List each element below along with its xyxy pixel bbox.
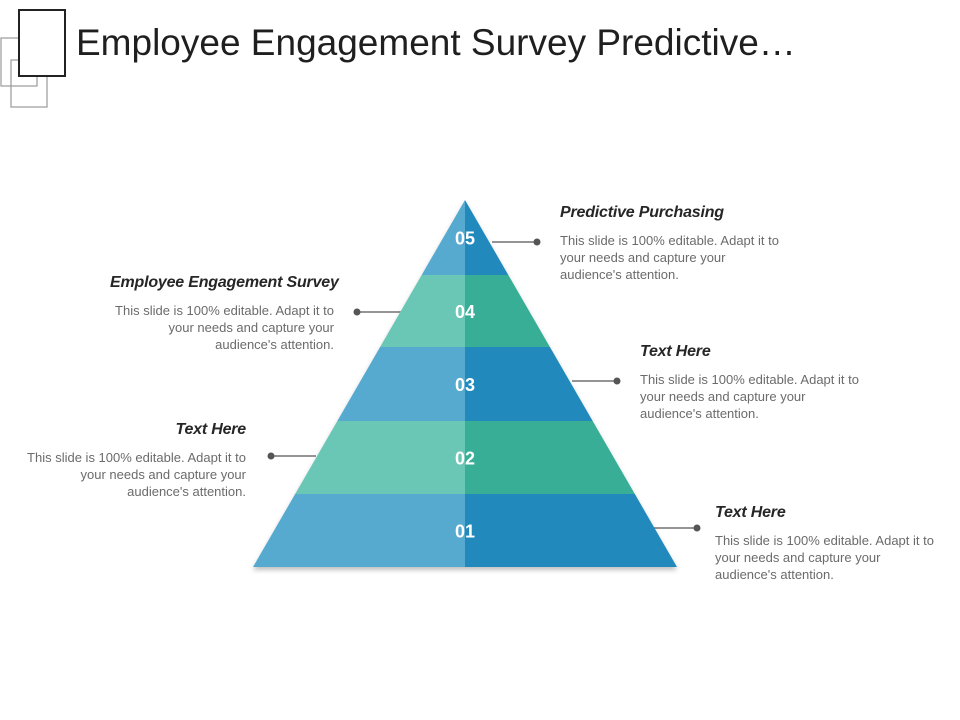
slide-corner-icon [0,9,66,108]
callout-body: This slide is 100% editable. Adapt it to… [115,303,334,352]
pyramid-level-04 [380,275,550,359]
callout-text-here-level-1: Text Here This slide is 100% editable. A… [715,504,939,583]
level-number-03: 03 [455,375,475,395]
pyramid-level-02 [295,421,635,506]
level-number-01: 01 [455,522,475,542]
callout-heading: Text Here [715,504,786,521]
callout-text-here-level-2: Text Here This slide is 100% editable. A… [22,421,246,500]
callout-heading: Predictive Purchasing [560,204,724,221]
callout-heading: Employee Engagement Survey [110,274,339,291]
callout-heading: Text Here [640,343,711,360]
callout-body: This slide is 100% editable. Adapt it to… [560,233,779,282]
connector-text-here-level-2 [267,452,316,460]
pyramid-level-05 [421,200,509,287]
pyramid-level-03 [337,347,593,433]
level-number-02: 02 [455,449,475,469]
connector-predictive-purchasing [492,238,541,246]
level-number-04: 04 [455,302,475,322]
callout-body: This slide is 100% editable. Adapt it to… [715,533,934,582]
callout-body: This slide is 100% editable. Adapt it to… [27,450,246,499]
callout-predictive-purchasing: Predictive Purchasing This slide is 100%… [560,204,784,283]
page-title: Employee Engagement Survey Predictive… [76,22,796,63]
level-number-05: 05 [455,229,475,249]
callout-body: This slide is 100% editable. Adapt it to… [640,372,859,421]
callout-heading: Text Here [175,421,246,438]
connector-text-here-level-3 [572,377,621,385]
connector-text-here-level-1 [650,524,701,532]
pyramid-level-01 [253,494,677,567]
callout-employee-engagement-survey: Employee Engagement Survey This slide is… [110,274,339,353]
callout-text-here-level-3: Text Here This slide is 100% editable. A… [640,343,864,422]
